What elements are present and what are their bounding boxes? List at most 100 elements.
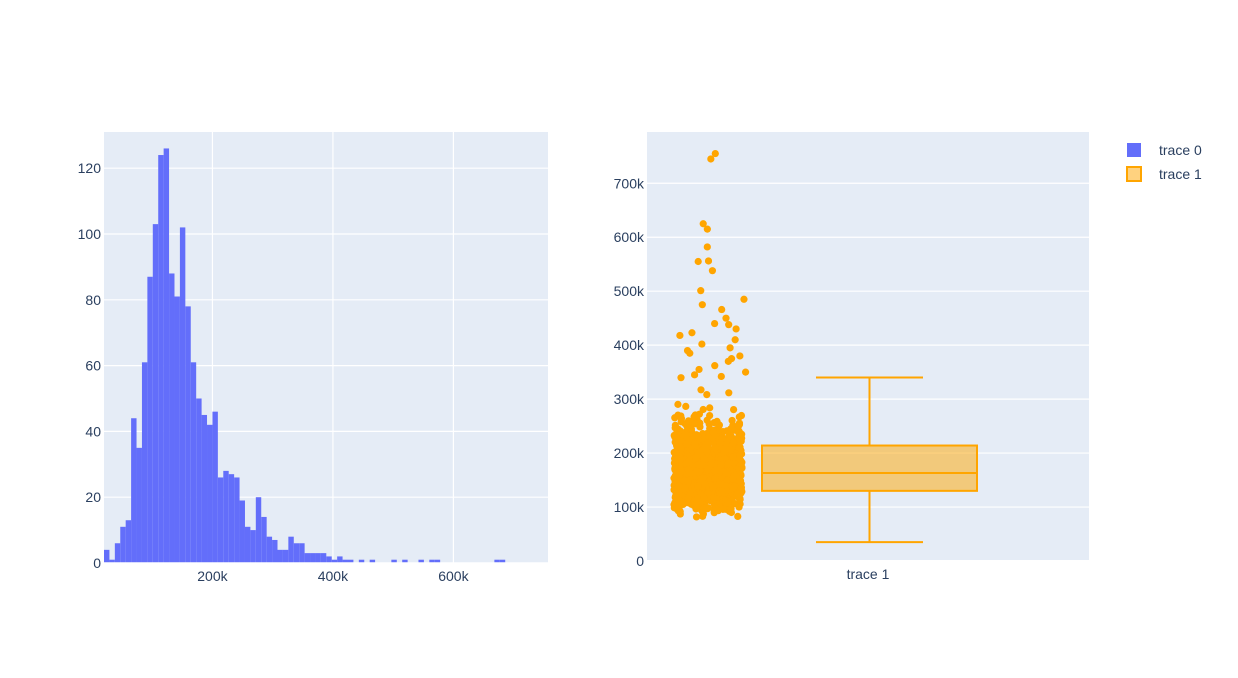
histogram-bar <box>261 516 267 563</box>
histogram-bar <box>239 500 245 563</box>
box-y-tick-label: 500k <box>614 283 645 299</box>
box-data-point <box>700 455 708 463</box>
box-data-point <box>699 405 707 414</box>
box-data-point <box>692 431 701 439</box>
box-data-point <box>734 512 742 521</box>
legend-label: trace 0 <box>1159 142 1202 158</box>
legend[interactable]: trace 0 trace 1 <box>1126 142 1202 182</box>
box-data-point <box>673 455 681 463</box>
box-data-point <box>736 455 744 463</box>
histogram-subplot: 0 20 40 60 80 100 120 200k 400k 600k <box>78 132 548 584</box>
histogram-bar <box>109 559 115 563</box>
histogram-bar <box>223 470 229 563</box>
histogram-bar <box>136 447 142 563</box>
histogram-bar <box>158 155 164 564</box>
box-data-point <box>684 477 692 486</box>
histogram-bar <box>152 224 159 563</box>
box-outlier-point <box>726 344 734 352</box>
histogram-y-tick-label: 20 <box>85 489 101 505</box>
box-data-point <box>737 450 746 458</box>
box-outlier-point <box>676 331 684 340</box>
legend-item-trace-1[interactable]: trace 1 <box>1126 166 1202 182</box>
histogram-bar <box>494 559 500 563</box>
box-outlier-point <box>688 329 696 337</box>
box-data-point <box>681 420 689 428</box>
histogram-x-tick-label: 400k <box>318 568 349 584</box>
histogram-y-tick-label: 80 <box>85 292 101 308</box>
box-data-point <box>694 468 702 477</box>
histogram-bar <box>499 559 506 563</box>
histogram-bar <box>391 559 397 563</box>
box-data-point <box>690 413 698 421</box>
box-outlier-point <box>717 372 725 381</box>
histogram-bar <box>358 559 365 563</box>
box-data-point <box>724 499 732 507</box>
box-data-point <box>709 429 717 437</box>
box-y-tick-label: 0 <box>636 553 644 569</box>
histogram-bar <box>320 553 327 563</box>
box-data-point <box>730 482 739 490</box>
histogram-y-tick-label: 60 <box>85 358 101 374</box>
box-data-point <box>737 484 746 492</box>
box-outlier-point <box>695 365 703 374</box>
box-outlier-point <box>707 155 715 163</box>
histogram-bar <box>337 556 343 563</box>
histogram-bar <box>369 559 376 563</box>
box-data-point <box>717 434 726 442</box>
box-outlier-point <box>698 301 706 309</box>
histogram-bar <box>131 418 137 563</box>
box-data-point <box>724 460 732 468</box>
histogram-bar <box>342 559 348 563</box>
histogram-y-tick-label: 0 <box>93 555 101 571</box>
box-y-tick-label: 400k <box>614 337 645 353</box>
box-data-point <box>691 440 699 448</box>
box-data-point <box>703 448 711 456</box>
box-data-point <box>704 439 712 447</box>
legend-label: trace 1 <box>1159 166 1202 182</box>
box-outlier-point <box>722 314 730 322</box>
box-data-point <box>671 421 679 429</box>
box-outlier-point <box>704 257 713 265</box>
box-data-point <box>674 470 682 478</box>
box-outlier-point <box>711 149 719 158</box>
box-x-category-label: trace 1 <box>847 566 890 582</box>
box-data-point <box>703 416 711 424</box>
box-data-point <box>699 474 707 482</box>
box-data-point <box>711 444 719 452</box>
box-outlier-point <box>686 349 694 357</box>
histogram-bar <box>299 543 305 563</box>
box-data-point <box>684 466 692 474</box>
histogram-bar <box>169 273 175 563</box>
histogram-bar <box>104 549 110 563</box>
box-outlier-point <box>698 340 706 348</box>
histogram-bar <box>293 543 300 563</box>
box-outlier-point <box>694 257 702 266</box>
histogram-bar <box>163 148 170 563</box>
legend-item-trace-0[interactable]: trace 0 <box>1127 142 1202 158</box>
box-data-point <box>713 417 721 425</box>
histogram-bar <box>147 276 153 563</box>
box-data-point <box>677 374 685 382</box>
histogram-bar <box>217 477 224 563</box>
histogram-bar <box>272 539 278 563</box>
box-data-point <box>730 405 738 414</box>
box-data-point <box>708 434 716 442</box>
box-data-point <box>709 483 717 491</box>
histogram-bar <box>266 536 273 563</box>
box-outlier-point <box>697 287 705 295</box>
box-data-point <box>684 493 692 502</box>
box-data-point <box>694 449 702 457</box>
box-y-tick-label: 700k <box>614 175 645 191</box>
box-data-point <box>736 443 744 451</box>
histogram-bar <box>434 559 441 563</box>
box-data-point <box>683 440 691 448</box>
box-outlier-point <box>718 305 726 314</box>
box-data-point <box>703 390 711 399</box>
histogram-bar <box>141 362 148 563</box>
box-data-point <box>692 513 701 521</box>
box-y-tick-label: 200k <box>614 445 645 461</box>
box-data-point <box>700 494 708 502</box>
box-data-point <box>737 411 746 420</box>
box-subplot: 0 100k 200k 300k 400k 500k 600k 700k trace 1 <box>614 132 1089 582</box>
